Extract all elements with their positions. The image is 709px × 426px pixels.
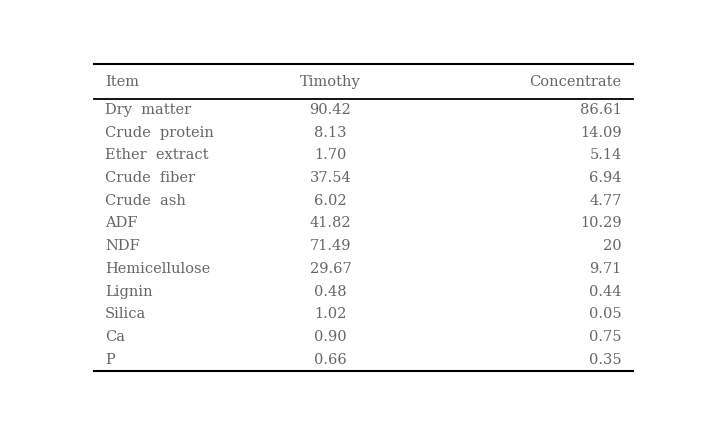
Text: NDF: NDF xyxy=(105,239,140,253)
Text: 14.09: 14.09 xyxy=(580,126,622,140)
Text: Ca: Ca xyxy=(105,330,125,344)
Text: 90.42: 90.42 xyxy=(310,103,351,117)
Text: Ether  extract: Ether extract xyxy=(105,148,208,162)
Text: 0.44: 0.44 xyxy=(589,285,622,299)
Text: ADF: ADF xyxy=(105,216,138,230)
Text: 20: 20 xyxy=(603,239,622,253)
Text: 1.02: 1.02 xyxy=(314,307,347,321)
Text: Lignin: Lignin xyxy=(105,285,152,299)
Text: 0.90: 0.90 xyxy=(314,330,347,344)
Text: 41.82: 41.82 xyxy=(310,216,351,230)
Text: 37.54: 37.54 xyxy=(310,171,351,185)
Text: Crude  protein: Crude protein xyxy=(105,126,214,140)
Text: Timothy: Timothy xyxy=(300,75,361,89)
Text: 0.66: 0.66 xyxy=(314,353,347,367)
Text: Crude  fiber: Crude fiber xyxy=(105,171,195,185)
Text: 86.61: 86.61 xyxy=(580,103,622,117)
Text: Hemicellulose: Hemicellulose xyxy=(105,262,211,276)
Text: 0.05: 0.05 xyxy=(589,307,622,321)
Text: 4.77: 4.77 xyxy=(589,194,622,208)
Text: Item: Item xyxy=(105,75,139,89)
Text: P: P xyxy=(105,353,115,367)
Text: 10.29: 10.29 xyxy=(580,216,622,230)
Text: 6.02: 6.02 xyxy=(314,194,347,208)
Text: 0.35: 0.35 xyxy=(589,353,622,367)
Text: 6.94: 6.94 xyxy=(589,171,622,185)
Text: 71.49: 71.49 xyxy=(310,239,351,253)
Text: 9.71: 9.71 xyxy=(589,262,622,276)
Text: 29.67: 29.67 xyxy=(310,262,351,276)
Text: 5.14: 5.14 xyxy=(589,148,622,162)
Text: 1.70: 1.70 xyxy=(314,148,347,162)
Text: 0.48: 0.48 xyxy=(314,285,347,299)
Text: 8.13: 8.13 xyxy=(314,126,347,140)
Text: Silica: Silica xyxy=(105,307,146,321)
Text: 0.75: 0.75 xyxy=(589,330,622,344)
Text: Concentrate: Concentrate xyxy=(530,75,622,89)
Text: Dry  matter: Dry matter xyxy=(105,103,191,117)
Text: Crude  ash: Crude ash xyxy=(105,194,186,208)
